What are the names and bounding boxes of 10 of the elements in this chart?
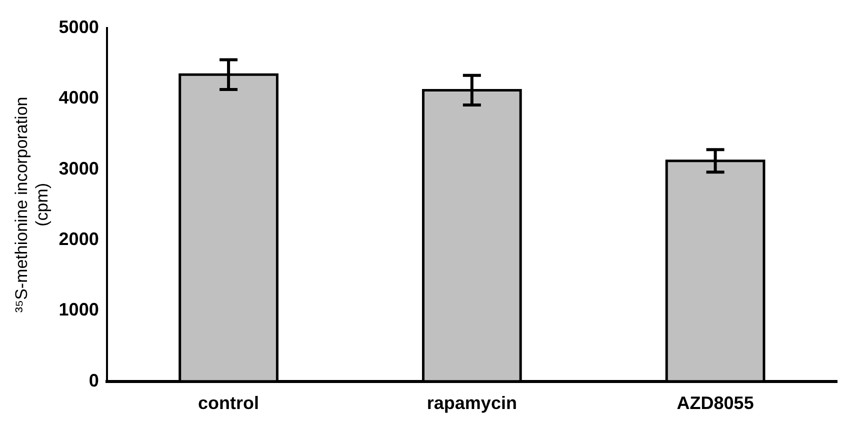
y-tick-label: 3000 xyxy=(58,158,99,178)
y-tick-label: 2000 xyxy=(58,229,99,250)
y-axis-title: ³⁵S-methionine incorporation (cpm) xyxy=(12,96,52,313)
y-tick-label: 1000 xyxy=(58,300,99,320)
y-tick-label: 0 xyxy=(88,370,99,390)
y-tick-label: 4000 xyxy=(58,88,99,108)
x-tick-label: rapamycin xyxy=(426,393,517,414)
y-tick-label: 5000 xyxy=(58,16,99,37)
x-tick-label: control xyxy=(198,393,260,414)
x-tick-label: AZD8055 xyxy=(676,393,754,414)
